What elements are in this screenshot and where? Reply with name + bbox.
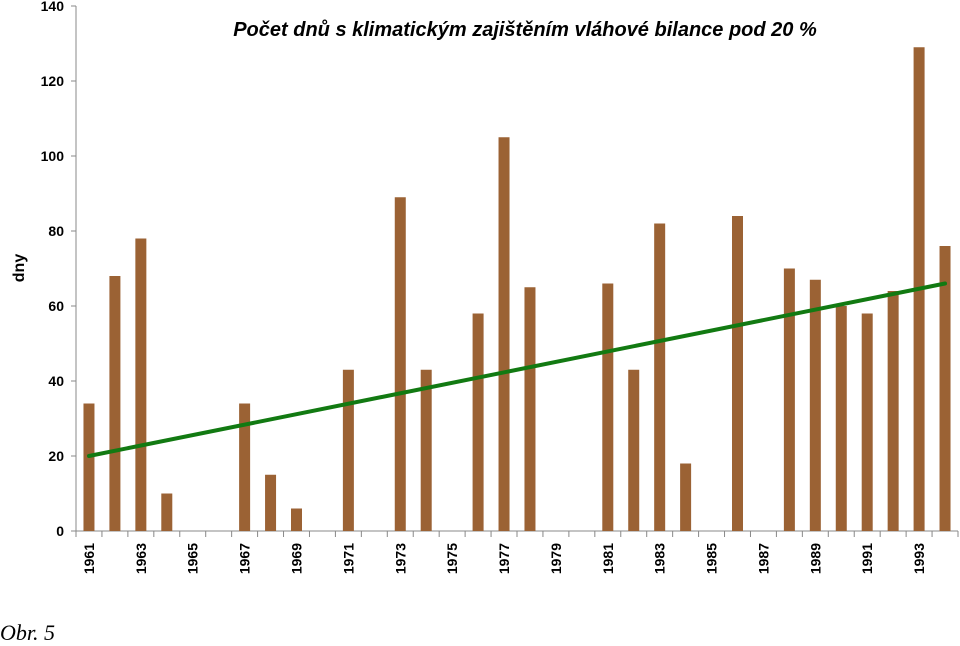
bar-1981 <box>602 283 614 531</box>
bar-1971 <box>342 369 354 531</box>
bar-1991 <box>861 313 873 531</box>
bar-1969 <box>291 508 302 531</box>
bar-1963 <box>135 238 147 531</box>
bar-1977 <box>498 137 510 531</box>
bar-1986 <box>732 216 743 531</box>
x-tick-label: 1975 <box>444 543 460 574</box>
y-tick-label: 140 <box>41 0 65 14</box>
x-tick-label: 1963 <box>133 543 149 574</box>
bar-1982 <box>628 369 640 531</box>
bar-1968 <box>265 474 277 531</box>
y-tick-label: 120 <box>41 73 65 89</box>
bar-1978 <box>524 287 536 531</box>
bar-1994 <box>939 246 951 531</box>
x-tick-label: 1989 <box>807 543 823 574</box>
bar-1974 <box>420 369 432 531</box>
bar-1989 <box>809 279 821 531</box>
x-tick-label: 1987 <box>755 543 771 574</box>
y-tick-label: 20 <box>48 448 64 464</box>
bar-1988 <box>783 268 795 531</box>
y-axis-label: dny <box>11 254 28 283</box>
x-tick-label: 1993 <box>911 543 927 574</box>
bar-1962 <box>109 276 121 531</box>
x-tick-label: 1977 <box>496 543 512 574</box>
bar-1983 <box>654 223 666 531</box>
bar-1976 <box>472 313 484 531</box>
bar-1990 <box>835 306 847 531</box>
bar-1964 <box>161 493 173 531</box>
bar-1973 <box>394 197 406 531</box>
trendline-group <box>86 281 948 458</box>
bar-1967 <box>239 403 251 531</box>
bar-1961 <box>83 403 95 531</box>
x-tick-label: 1965 <box>185 543 201 574</box>
y-tick-label: 80 <box>48 223 64 239</box>
x-tick-label: 1971 <box>340 543 356 574</box>
bar-1984 <box>680 463 692 531</box>
x-tick-label: 1979 <box>548 543 564 574</box>
chart-title: Počet dnů s klimatickým zajištěním vláho… <box>233 19 817 41</box>
x-tick-label: 1983 <box>652 543 668 574</box>
x-tick-label: 1969 <box>289 543 305 574</box>
trendline <box>86 281 948 458</box>
y-tick-label: 0 <box>56 523 64 539</box>
x-tick-label: 1981 <box>600 543 616 574</box>
bar-1992 <box>887 291 899 531</box>
x-tick-label: 1991 <box>859 543 875 574</box>
x-tick-label: 1967 <box>237 543 253 574</box>
figure-caption: Obr. 5 <box>0 620 56 645</box>
x-tick-label: 1961 <box>81 543 97 574</box>
bars <box>83 47 951 531</box>
y-tick-label: 40 <box>48 373 64 389</box>
axes <box>71 5 959 537</box>
x-tick-label: 1985 <box>704 543 720 574</box>
y-tick-label: 60 <box>48 298 64 314</box>
x-tick-label: 1973 <box>392 543 408 574</box>
y-tick-label: 100 <box>41 148 65 164</box>
tick-labels: 0 20 40 60 80 100 120 140 1961 1963 1965 1967 1969 19… <box>41 0 927 574</box>
